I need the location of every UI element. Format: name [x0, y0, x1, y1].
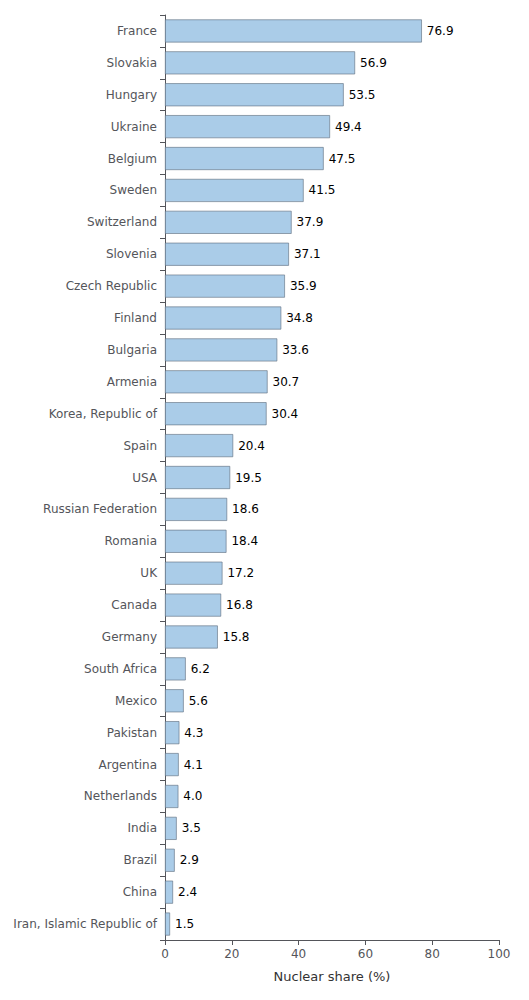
svg-text:Pakistan: Pakistan — [107, 726, 157, 740]
svg-text:Hungary: Hungary — [106, 88, 157, 102]
svg-text:Ukraine: Ukraine — [111, 120, 157, 134]
svg-text:Germany: Germany — [102, 630, 157, 644]
svg-text:Iran, Islamic Republic of: Iran, Islamic Republic of — [13, 917, 157, 931]
svg-text:49.4: 49.4 — [335, 120, 362, 134]
svg-text:20: 20 — [224, 947, 239, 961]
svg-text:37.9: 37.9 — [297, 215, 324, 229]
svg-text:Sweden: Sweden — [110, 183, 157, 197]
svg-text:Romania: Romania — [105, 534, 157, 548]
svg-text:15.8: 15.8 — [223, 630, 250, 644]
svg-text:Slovenia: Slovenia — [106, 247, 157, 261]
svg-text:33.6: 33.6 — [282, 343, 309, 357]
svg-text:UK: UK — [140, 566, 158, 580]
svg-text:Switzerland: Switzerland — [87, 215, 157, 229]
svg-text:Nuclear share (%): Nuclear share (%) — [274, 969, 391, 984]
svg-text:2.4: 2.4 — [178, 885, 197, 899]
svg-text:56.9: 56.9 — [360, 56, 387, 70]
svg-text:3.5: 3.5 — [182, 821, 201, 835]
svg-text:Slovakia: Slovakia — [107, 56, 157, 70]
svg-text:30.4: 30.4 — [272, 407, 299, 421]
svg-text:India: India — [128, 821, 157, 835]
svg-text:80: 80 — [425, 947, 440, 961]
svg-text:30.7: 30.7 — [273, 375, 300, 389]
svg-text:Argentina: Argentina — [98, 758, 157, 772]
svg-text:South Africa: South Africa — [84, 662, 157, 676]
svg-text:0: 0 — [161, 947, 169, 961]
svg-text:18.4: 18.4 — [231, 534, 258, 548]
svg-text:1.5: 1.5 — [175, 917, 194, 931]
svg-text:20.4: 20.4 — [238, 439, 265, 453]
svg-text:Brazil: Brazil — [124, 853, 158, 867]
svg-text:Finland: Finland — [114, 311, 157, 325]
svg-text:Netherlands: Netherlands — [84, 789, 157, 803]
svg-text:37.1: 37.1 — [294, 247, 321, 261]
svg-text:2.9: 2.9 — [180, 853, 199, 867]
svg-text:Czech Republic: Czech Republic — [66, 279, 157, 293]
svg-text:6.2: 6.2 — [191, 662, 210, 676]
svg-text:16.8: 16.8 — [226, 598, 253, 612]
svg-text:35.9: 35.9 — [290, 279, 317, 293]
svg-text:USA: USA — [132, 471, 158, 485]
svg-text:Bulgaria: Bulgaria — [107, 343, 157, 357]
svg-text:Armenia: Armenia — [107, 375, 157, 389]
svg-text:4.0: 4.0 — [183, 789, 202, 803]
svg-text:53.5: 53.5 — [349, 88, 376, 102]
svg-text:34.8: 34.8 — [286, 311, 313, 325]
svg-text:60: 60 — [358, 947, 373, 961]
svg-text:Korea, Republic of: Korea, Republic of — [49, 407, 158, 421]
svg-text:19.5: 19.5 — [235, 471, 262, 485]
svg-text:Mexico: Mexico — [115, 694, 157, 708]
svg-text:China: China — [123, 885, 157, 899]
svg-text:100: 100 — [488, 947, 511, 961]
svg-text:Spain: Spain — [123, 439, 157, 453]
svg-text:41.5: 41.5 — [309, 183, 336, 197]
svg-text:France: France — [117, 24, 157, 38]
svg-text:4.1: 4.1 — [184, 758, 203, 772]
svg-text:17.2: 17.2 — [227, 566, 254, 580]
svg-text:40: 40 — [291, 947, 306, 961]
svg-text:Canada: Canada — [111, 598, 157, 612]
svg-text:18.6: 18.6 — [232, 502, 259, 516]
svg-text:47.5: 47.5 — [329, 152, 356, 166]
svg-text:4.3: 4.3 — [184, 726, 203, 740]
svg-text:5.6: 5.6 — [189, 694, 208, 708]
svg-text:Russian Federation: Russian Federation — [43, 502, 157, 516]
svg-text:76.9: 76.9 — [427, 24, 454, 38]
svg-text:Belgium: Belgium — [108, 152, 157, 166]
